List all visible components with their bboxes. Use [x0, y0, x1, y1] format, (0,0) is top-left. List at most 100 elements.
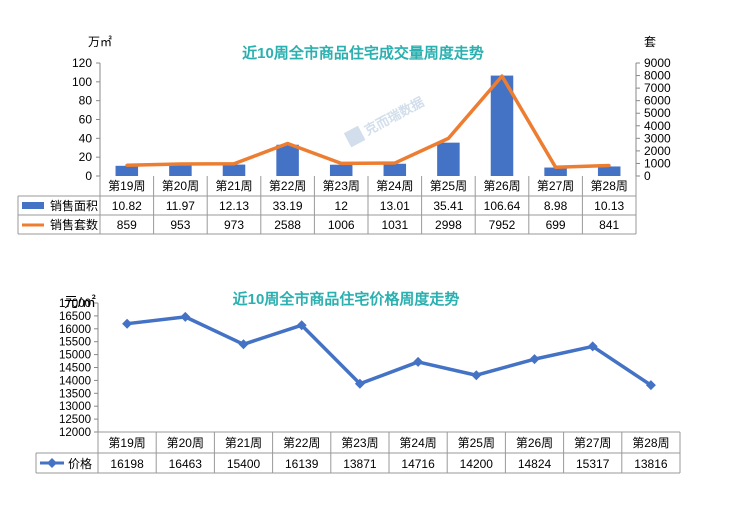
watermark-text: 克而瑞数据: [362, 94, 426, 138]
left-tick-label: 80: [79, 94, 93, 108]
price-category-label: 第22周: [283, 436, 320, 450]
price-chart: 近10周全市商品住宅价格周度走势 元/㎡ 12000 12500 13000 1350…: [0, 255, 740, 501]
price-point-第28周: [645, 380, 656, 391]
price-category-label: 第26周: [516, 436, 553, 450]
units-point: [232, 162, 236, 166]
legend-label-units: 销售套数: [50, 217, 98, 232]
price-point-第22周: [296, 320, 307, 331]
price-value-label: 14200: [460, 457, 494, 471]
units-value-label: 1006: [328, 218, 355, 232]
units-point: [446, 136, 450, 140]
units-point: [554, 165, 558, 169]
right-tick-label: 5000: [644, 106, 671, 120]
right-tick-label: 0: [644, 169, 651, 183]
volume-chart-svg: 近10周全市商品住宅成交量周度走势 万㎡ 套 克而瑞数据 0 20 40 60 80 10…: [17, 35, 671, 235]
price-tick-label: 16000: [59, 324, 91, 336]
price-point-第25周: [471, 370, 482, 381]
units-value-label: 7952: [489, 218, 516, 232]
price-category-label: 第21周: [225, 436, 262, 450]
legend-key-area: [22, 202, 44, 209]
area-value-label: 11.97: [166, 199, 195, 213]
units-point: [178, 162, 182, 166]
right-tick-label: 1000: [644, 156, 671, 170]
category-label: 第19周: [108, 179, 145, 193]
volume-axes: 0204060801001200100020003000400050006000…: [72, 56, 671, 183]
volume-chart-title: 近10周全市商品住宅成交量周度走势: [242, 44, 484, 62]
category-label: 第24周: [376, 179, 413, 193]
units-line: [125, 74, 611, 169]
left-tick-label: 20: [79, 150, 93, 164]
legend-label-price: 价格: [68, 456, 92, 471]
price-category-label: 第20周: [167, 436, 204, 450]
area-value-label: 35.41: [433, 199, 463, 213]
category-label: 第26周: [483, 179, 520, 193]
bar-第26周: [490, 75, 514, 176]
area-value-label: 12: [335, 199, 349, 213]
price-tick-label: 15500: [59, 337, 91, 349]
category-label: 第27周: [537, 179, 574, 193]
price-category-label: 第19周: [108, 436, 145, 450]
price-point-第19周: [122, 318, 133, 329]
price-line: [122, 311, 656, 391]
category-label: 第20周: [162, 179, 199, 193]
price-point-第20周: [180, 311, 191, 322]
price-value-label: 16463: [169, 457, 203, 471]
price-point-第27周: [587, 341, 598, 352]
units-series-line: [126, 74, 610, 169]
category-label: 第21周: [215, 179, 252, 193]
price-axes: 1200012500130001350014000145001500015500…: [59, 298, 99, 439]
right-tick-label: 2000: [644, 144, 671, 158]
price-value-label: 15317: [576, 457, 610, 471]
units-value-label: 2588: [274, 218, 301, 232]
price-tick-label: 13500: [59, 388, 91, 400]
watermark: 克而瑞数据: [343, 94, 426, 148]
units-value-label: 699: [546, 218, 566, 232]
price-category-label: 第24周: [399, 436, 436, 450]
volume-right-unit: 套: [644, 35, 656, 49]
price-tick-label: 17000: [59, 298, 91, 310]
units-point: [500, 74, 504, 78]
units-point: [125, 163, 129, 167]
left-tick-label: 100: [72, 75, 92, 89]
right-tick-label: 7000: [644, 81, 671, 95]
price-value-label: 13816: [634, 457, 668, 471]
area-value-label: 13.01: [380, 199, 410, 213]
bar-第24周: [383, 163, 407, 176]
price-value-label: 13871: [343, 457, 377, 471]
area-value-label: 33.19: [273, 199, 303, 213]
left-tick-label: 40: [79, 131, 93, 145]
bar-第23周: [329, 164, 353, 176]
price-value-label: 14824: [518, 457, 552, 471]
bar-第25周: [437, 142, 460, 176]
price-tick-label: 15000: [59, 350, 91, 362]
price-category-label: 第23周: [341, 436, 378, 450]
area-bars: [115, 75, 621, 176]
price-point-第21周: [238, 339, 249, 350]
price-tick-label: 12000: [59, 427, 91, 439]
bar-第21周: [222, 164, 246, 176]
legend-marker-price: [47, 458, 57, 468]
units-value-label: 2998: [435, 218, 462, 232]
price-tick-label: 16500: [59, 311, 91, 323]
units-point: [607, 163, 611, 167]
units-point: [339, 161, 343, 165]
price-point-第24周: [413, 356, 424, 367]
price-value-label: 16139: [285, 457, 319, 471]
right-tick-label: 6000: [644, 94, 671, 108]
price-tick-label: 13000: [59, 401, 91, 413]
price-value-label: 15400: [227, 457, 261, 471]
price-value-label: 14716: [401, 457, 435, 471]
left-tick-label: 0: [85, 169, 92, 183]
area-value-label: 10.13: [594, 199, 624, 213]
price-tick-label: 14000: [59, 375, 91, 387]
bar-第20周: [169, 164, 192, 176]
category-label: 第28周: [591, 179, 628, 193]
price-value-label: 16198: [110, 457, 144, 471]
right-tick-label: 9000: [644, 56, 671, 70]
units-value-label: 1031: [381, 218, 408, 232]
units-value-label: 973: [224, 218, 244, 232]
price-category-label: 第25周: [458, 436, 495, 450]
units-value-label: 859: [117, 218, 137, 232]
right-tick-label: 3000: [644, 131, 671, 145]
right-tick-label: 4000: [644, 119, 671, 133]
